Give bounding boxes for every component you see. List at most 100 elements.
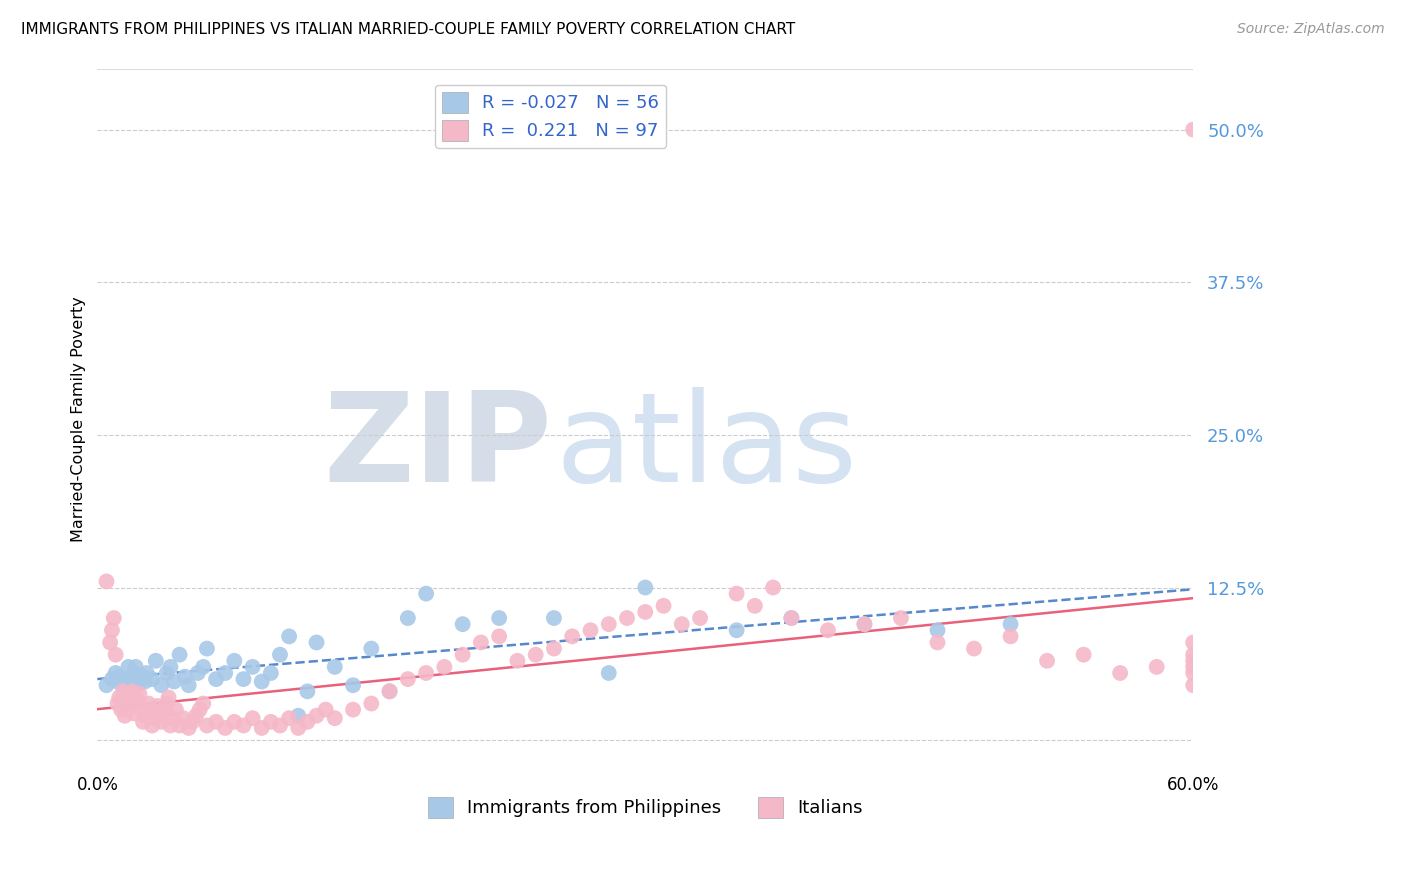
Point [451, 617, 474, 632]
Point [138, 697, 160, 711]
Point [159, 660, 181, 674]
Point [156, 697, 179, 711]
Point [634, 605, 657, 619]
Point [122, 706, 145, 721]
Point [543, 641, 565, 656]
Point [1182, 665, 1205, 680]
Point [160, 711, 183, 725]
Point [360, 697, 382, 711]
Point [188, 703, 211, 717]
Point [224, 714, 246, 729]
Point [1182, 635, 1205, 649]
Legend: Immigrants from Philippines, Italians: Immigrants from Philippines, Italians [420, 789, 870, 825]
Point [125, 698, 148, 713]
Point [195, 641, 218, 656]
Point [927, 624, 949, 638]
Point [524, 648, 547, 662]
Point [744, 599, 766, 613]
Point [134, 708, 156, 723]
Point [378, 684, 401, 698]
Point [127, 693, 149, 707]
Point [107, 674, 129, 689]
Point [120, 690, 142, 705]
Point [96, 574, 118, 589]
Point [396, 611, 419, 625]
Point [287, 708, 309, 723]
Point [250, 721, 273, 735]
Point [725, 624, 748, 638]
Point [214, 665, 236, 680]
Point [184, 708, 207, 723]
Point [117, 697, 139, 711]
Point [1182, 660, 1205, 674]
Point [396, 672, 419, 686]
Point [104, 665, 127, 680]
Point [1182, 654, 1205, 668]
Point [205, 672, 228, 686]
Point [433, 660, 456, 674]
Point [260, 714, 283, 729]
Point [342, 703, 364, 717]
Point [315, 703, 337, 717]
Point [269, 718, 291, 732]
Point [96, 678, 118, 692]
Point [1109, 665, 1132, 680]
Point [163, 674, 186, 689]
Point [927, 635, 949, 649]
Point [963, 641, 986, 656]
Point [671, 617, 693, 632]
Point [415, 665, 437, 680]
Point [115, 703, 138, 717]
Point [103, 611, 125, 625]
Point [117, 660, 139, 674]
Point [780, 611, 803, 625]
Point [242, 711, 264, 725]
Point [269, 648, 291, 662]
Text: atlas: atlas [555, 387, 858, 508]
Text: IMMIGRANTS FROM PHILIPPINES VS ITALIAN MARRIED-COUPLE FAMILY POVERTY CORRELATION: IMMIGRANTS FROM PHILIPPINES VS ITALIAN M… [21, 22, 796, 37]
Point [242, 660, 264, 674]
Point [506, 654, 529, 668]
Point [853, 617, 876, 632]
Point [232, 672, 254, 686]
Point [150, 714, 173, 729]
Point [98, 635, 121, 649]
Point [152, 708, 174, 723]
Point [305, 635, 328, 649]
Point [174, 670, 197, 684]
Point [488, 611, 510, 625]
Point [111, 684, 134, 698]
Point [145, 654, 167, 668]
Point [177, 721, 200, 735]
Point [150, 678, 173, 692]
Point [598, 617, 620, 632]
Point [156, 665, 179, 680]
Point [115, 672, 138, 686]
Point [101, 672, 124, 686]
Point [141, 718, 163, 732]
Point [104, 648, 127, 662]
Point [561, 629, 583, 643]
Point [135, 665, 157, 680]
Point [287, 721, 309, 735]
Point [125, 660, 148, 674]
Point [616, 611, 638, 625]
Point [762, 581, 785, 595]
Point [159, 718, 181, 732]
Point [134, 674, 156, 689]
Point [224, 654, 246, 668]
Point [1182, 122, 1205, 136]
Point [1073, 648, 1095, 662]
Point [108, 690, 131, 705]
Point [543, 611, 565, 625]
Point [342, 678, 364, 692]
Point [488, 629, 510, 643]
Point [470, 635, 492, 649]
Point [652, 599, 675, 613]
Point [143, 711, 166, 725]
Point [165, 703, 187, 717]
Point [177, 678, 200, 692]
Point [205, 714, 228, 729]
Point [121, 684, 143, 698]
Point [1146, 660, 1168, 674]
